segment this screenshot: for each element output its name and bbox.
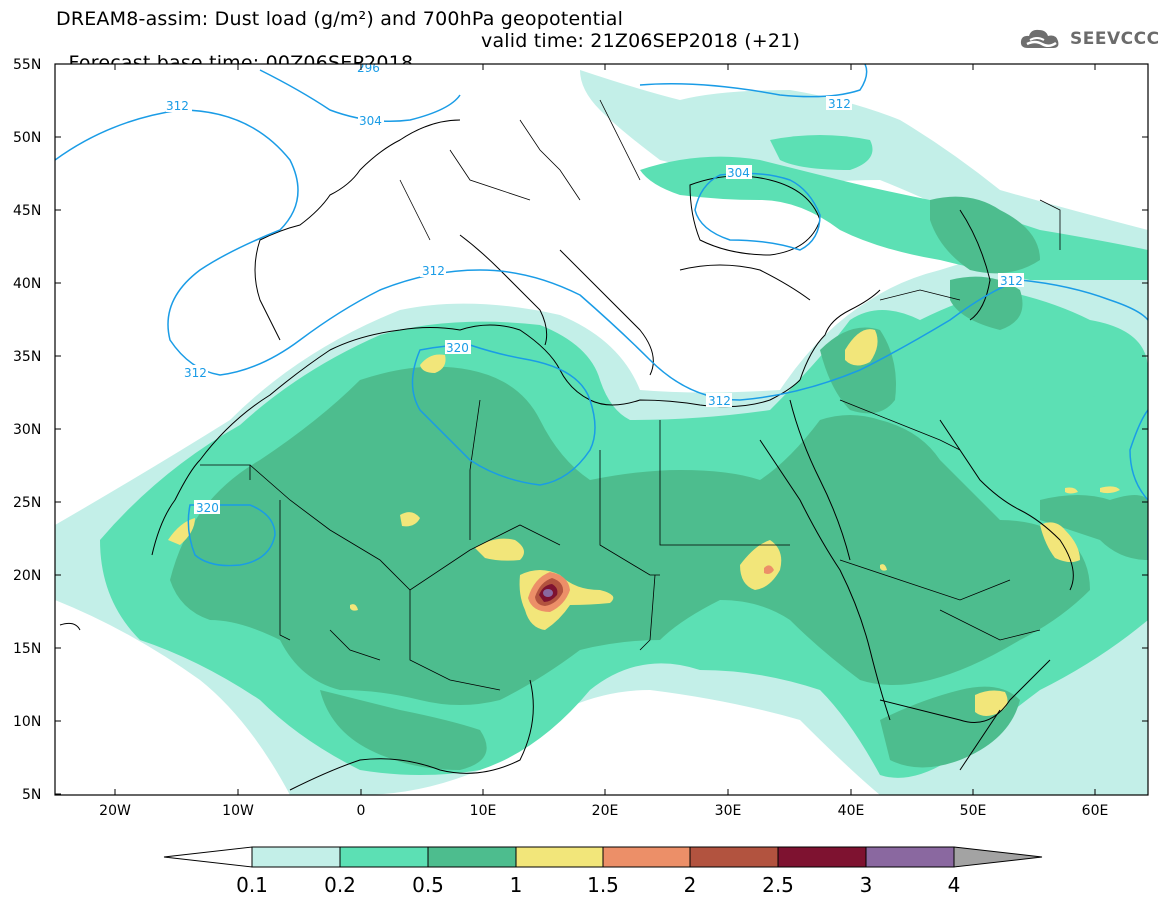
colorbar-swatch-0-2 [339, 846, 429, 868]
colorbar: 0.1 0.2 0.5 1 1.5 2 2.5 3 4 [163, 846, 1043, 897]
contour-label: 304 [727, 166, 750, 180]
logo-text: SEEVCCC [1070, 29, 1160, 49]
lon-label: 30E [715, 803, 742, 819]
valid-time: valid time: 21Z06SEP2018 (+21) [481, 30, 801, 52]
map-title: DREAM8-assim: Dust load (g/m²) and 700hP… [56, 8, 624, 30]
colorbar-label: 1 [510, 873, 523, 897]
colorbar-label: 0.2 [324, 873, 356, 897]
lat-label: 20N [13, 568, 41, 584]
lon-label: 50E [960, 803, 987, 819]
seevccc-logo: SEEVCCC [1018, 26, 1160, 52]
contour-label: 312 [166, 99, 189, 113]
lat-label: 5N [22, 787, 41, 803]
contour-label: 304 [359, 114, 382, 128]
colorbar-label: 2 [684, 873, 697, 897]
contour-label: 312 [422, 264, 445, 278]
colorbar-label: 1.5 [587, 873, 619, 897]
lon-label: 10W [222, 803, 254, 819]
contour-label: 312 [1000, 274, 1023, 288]
lat-label: 45N [13, 203, 41, 219]
lon-label: 60E [1082, 803, 1109, 819]
colorbar-high-end [953, 846, 1043, 868]
dust-level-3-region [543, 589, 553, 597]
lon-label: 10E [470, 803, 497, 819]
lat-label: 40N [13, 276, 41, 292]
colorbar-label: 3 [860, 873, 873, 897]
lat-label: 55N [13, 57, 41, 73]
map-area: 296 312 304 312 304 312 320 312 312 312 … [55, 61, 1148, 795]
colorbar-label: 0.5 [412, 873, 444, 897]
contour-label: 312 [184, 366, 207, 380]
colorbar-swatch-2 [689, 846, 779, 868]
coastlines [59, 119, 1074, 791]
lat-label: 35N [13, 349, 41, 365]
lon-label: 0 [357, 803, 366, 819]
longitude-axis: 20W 10W 0 10E 20E 30E 40E 50E 60E [99, 64, 1108, 819]
cloud-icon [1020, 29, 1059, 48]
latitude-axis: 55N 50N 45N 40N 35N 30N 25N 20N 15N 10N … [13, 57, 1148, 803]
lon-label: 40E [838, 803, 865, 819]
contour-labels: 296 312 304 312 304 312 320 312 312 312 … [166, 61, 1024, 515]
contour-label: 296 [357, 61, 380, 75]
colorbar-swatch-1 [515, 846, 604, 868]
lon-label: 20E [592, 803, 619, 819]
colorbar-label: 4 [948, 873, 961, 897]
lat-label: 25N [13, 495, 41, 511]
colorbar-swatch-3 [865, 846, 955, 868]
colorbar-swatch-0-1 [251, 846, 341, 868]
lat-label: 30N [13, 422, 41, 438]
colorbar-label: 0.1 [236, 873, 268, 897]
colorbar-swatch-1-5 [602, 846, 691, 868]
country-borders [200, 99, 1061, 691]
lat-label: 15N [13, 641, 41, 657]
contour-label: 312 [828, 97, 851, 111]
contour-label: 320 [196, 501, 219, 515]
contour-label: 312 [708, 394, 731, 408]
lon-label: 20W [99, 803, 131, 819]
colorbar-swatch-2-5 [777, 846, 867, 868]
colorbar-swatch-0-5 [427, 846, 517, 868]
contour-label: 320 [446, 341, 469, 355]
colorbar-label: 2.5 [762, 873, 794, 897]
lat-label: 50N [13, 130, 41, 146]
colorbar-low-end [163, 846, 253, 868]
lat-label: 10N [13, 714, 41, 730]
